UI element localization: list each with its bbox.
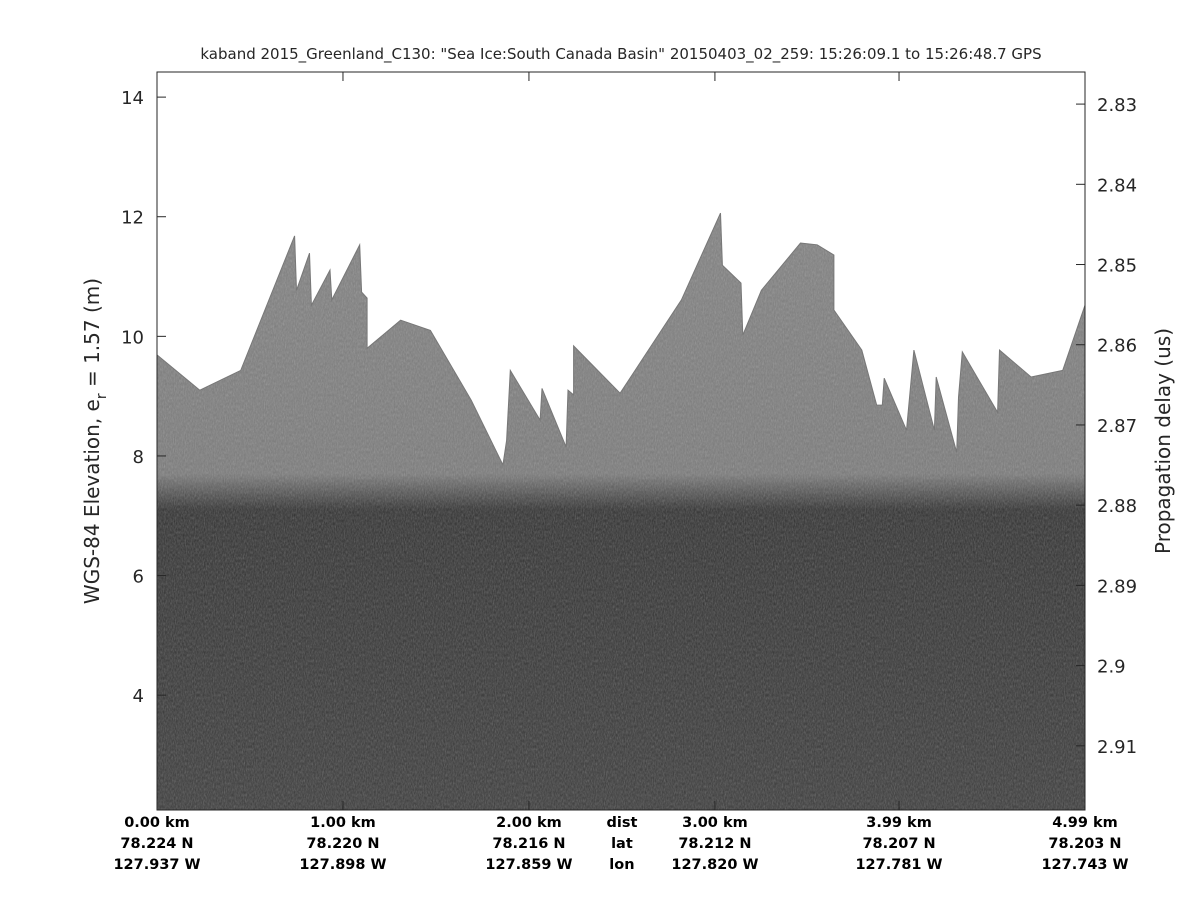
y2-tick-label: 2.84: [1097, 175, 1137, 196]
x-tick-label-lon: 127.898 W: [299, 857, 386, 873]
y-axis-label-tail: = 1.57 (m): [80, 278, 104, 393]
x-tick-label-lat: 78.224 N: [120, 836, 193, 852]
y-tick-label: 6: [133, 567, 144, 588]
axis-ticks: 4 6 8 10 12 14 2.83 2.84 2.85 2.86 2.87 2.88 2.89 2.9…: [113, 72, 1137, 873]
x-tick-label-lat: 78.212 N: [678, 836, 751, 852]
y2-tick-label: 2.88: [1097, 496, 1137, 517]
x-tick-label-lon: 127.859 W: [485, 857, 572, 873]
x-tick-label-dist: 0.00 km: [124, 815, 190, 831]
x-tick-label-lon: 127.743 W: [1041, 857, 1128, 873]
y-tick-label: 12: [121, 208, 144, 229]
chart-title: kaband 2015_Greenland_C130: "Sea Ice:Sou…: [200, 45, 1041, 64]
y2-tick-label: 2.91: [1097, 737, 1137, 758]
x-tick-label-lon: 127.937 W: [113, 857, 200, 873]
axes-box: [156, 71, 1086, 811]
x-tick-label-lat: 78.220 N: [306, 836, 379, 852]
surface-profile-line: [157, 212, 1085, 467]
x-row-name-lat: lat: [611, 836, 633, 852]
y-tick-label: 8: [133, 447, 144, 468]
x-row-name-lon: lon: [609, 857, 634, 873]
plot-area: [157, 212, 1085, 810]
y2-tick-label: 2.85: [1097, 256, 1137, 277]
y-axis-label-subscript: r: [94, 393, 110, 399]
y-axis-label: WGS-84 Elevation, er = 1.57 (m): [80, 278, 110, 604]
y-tick-label: 14: [121, 88, 144, 109]
x-tick-label-dist: 2.00 km: [496, 815, 562, 831]
y2-tick-label: 2.9: [1097, 657, 1126, 678]
x-tick-label-lat: 78.207 N: [862, 836, 935, 852]
y-tick-label: 10: [121, 327, 144, 348]
x-tick-label-dist: 1.00 km: [310, 815, 376, 831]
y2-tick-label: 2.87: [1097, 416, 1137, 437]
y2-axis-label: Propagation delay (us): [1151, 328, 1175, 554]
y2-tick-label: 2.89: [1097, 576, 1137, 597]
x-row-name-dist: dist: [606, 815, 637, 831]
speckle-noise: [157, 213, 1085, 810]
x-tick-label-lat: 78.203 N: [1048, 836, 1121, 852]
x-tick-label-lat: 78.216 N: [492, 836, 565, 852]
x-tick-label-dist: 4.99 km: [1052, 815, 1118, 831]
y-tick-label: 4: [133, 686, 144, 707]
x-tick-label-lon: 127.820 W: [671, 857, 758, 873]
y2-tick-label: 2.86: [1097, 336, 1137, 357]
x-tick-label-dist: 3.99 km: [866, 815, 932, 831]
x-tick-label-lon: 127.781 W: [855, 857, 942, 873]
y2-tick-label: 2.83: [1097, 95, 1137, 116]
y-axis-label-main: WGS-84 Elevation, e: [80, 399, 104, 604]
x-tick-label-dist: 3.00 km: [682, 815, 748, 831]
